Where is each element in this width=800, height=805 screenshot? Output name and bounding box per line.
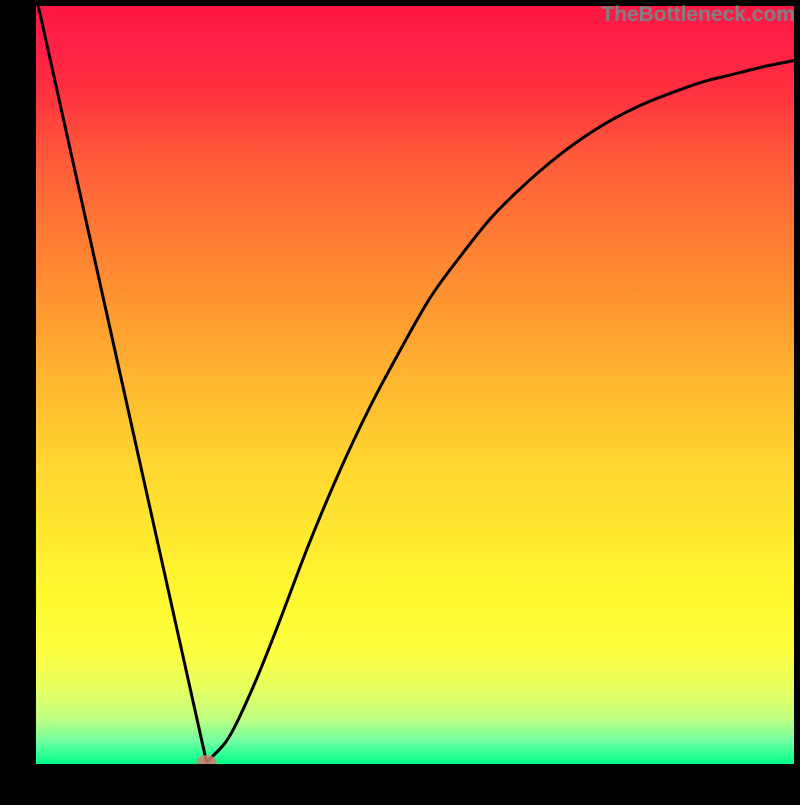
- chart-frame: [0, 0, 800, 800]
- watermark-text: TheBottleneck.com: [601, 3, 795, 27]
